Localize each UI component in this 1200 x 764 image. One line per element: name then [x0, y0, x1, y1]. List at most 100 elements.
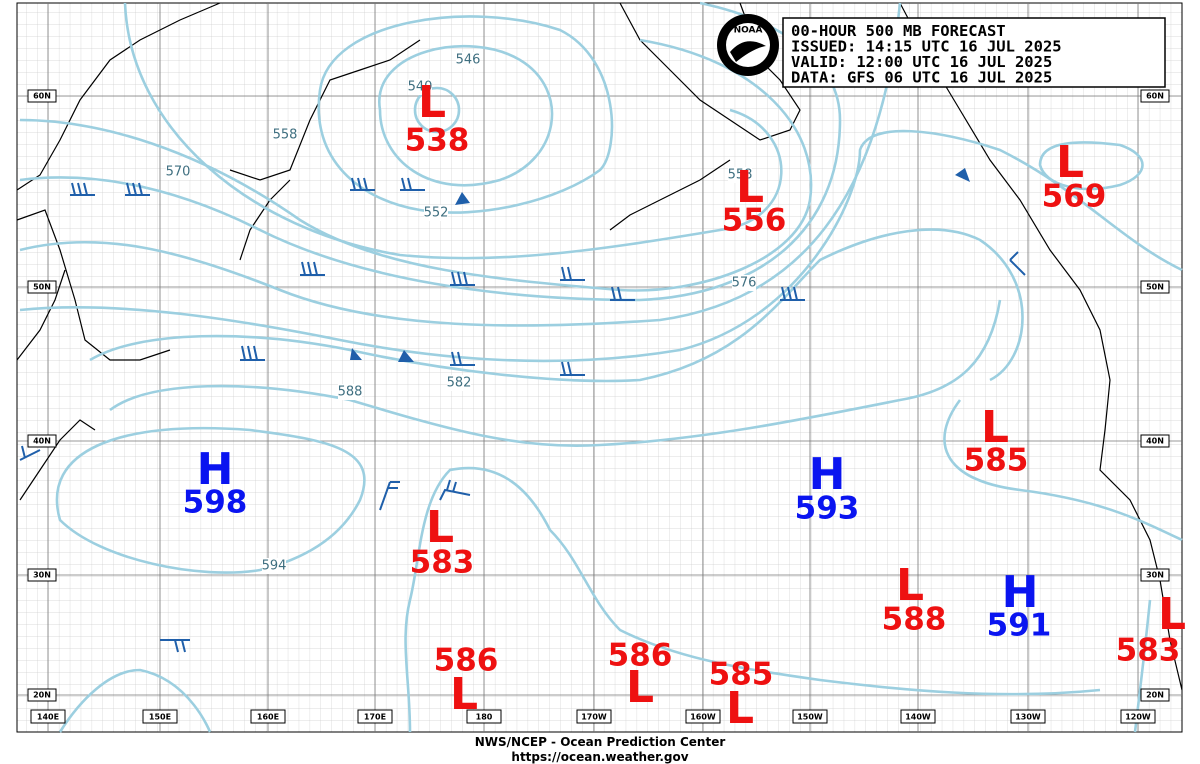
logo-text: NOAA	[734, 26, 763, 36]
contour-label: 540	[408, 80, 433, 95]
latitude-label: 60N	[1146, 92, 1164, 101]
label-box	[576, 709, 612, 724]
footer-line: NWS/NCEP - Ocean Prediction Center	[475, 735, 726, 749]
center-value: 593	[795, 491, 860, 527]
wind-barbs	[19, 177, 1026, 653]
coordinate-labels: 140E 150E 160E 170E 180 170W 160W 150W 140W 130W 1…	[27, 89, 1170, 724]
contour-label: 558	[273, 128, 298, 143]
label-bg	[166, 164, 190, 180]
center-value: 588	[882, 602, 947, 638]
label-box	[142, 709, 178, 724]
longitude-label: 140E	[37, 713, 59, 722]
latitude-label: 30N	[1146, 571, 1164, 580]
graticule	[17, 3, 1182, 732]
label-bg	[456, 52, 480, 68]
label-box	[250, 709, 286, 724]
contour-label: 552	[424, 206, 449, 221]
contour-label: 582	[447, 376, 472, 391]
label-box	[1140, 688, 1170, 702]
center-letter: H	[197, 444, 234, 495]
longitude-label: 150W	[797, 713, 823, 722]
center-letter: L	[736, 162, 764, 213]
contour-label: 588	[338, 385, 363, 400]
label-box	[30, 709, 66, 724]
label-box	[27, 280, 57, 294]
center-letter: L	[1056, 137, 1084, 188]
longitude-label: 160E	[257, 713, 279, 722]
label-box	[27, 434, 57, 448]
center-letter: L	[981, 402, 1009, 453]
center-value: 591	[987, 608, 1052, 644]
center-letter: H	[1002, 567, 1039, 618]
longitude-label: 120W	[1125, 713, 1151, 722]
label-box	[1010, 709, 1046, 724]
center-value: 586	[608, 638, 673, 674]
header-line: ISSUED: 14:15 UTC 16 JUL 2025	[791, 38, 1062, 56]
header-line: DATA: GFS 06 UTC 16 JUL 2025	[791, 69, 1052, 87]
center-value: 585	[964, 443, 1029, 479]
latitude-label: 20N	[1146, 691, 1164, 700]
label-box	[1140, 280, 1170, 294]
label-box	[27, 89, 57, 103]
center-value: 598	[183, 485, 248, 521]
map-frame	[16, 2, 1183, 733]
center-value: 583	[410, 545, 475, 581]
label-bg	[273, 127, 297, 143]
longitude-label: 150E	[149, 713, 171, 722]
latitude-label: 30N	[33, 571, 51, 580]
label-bg	[728, 167, 752, 183]
contour-label: 594	[262, 559, 287, 574]
label-bg	[338, 384, 362, 400]
label-box	[1140, 89, 1170, 103]
longitude-label: 170W	[581, 713, 607, 722]
center-value: 538	[405, 123, 470, 159]
latitude-label: 40N	[33, 437, 51, 446]
center-letter: H	[809, 449, 846, 500]
header-box	[782, 17, 1166, 88]
center-letter: L	[426, 502, 454, 553]
center-letter: L	[626, 662, 654, 713]
label-box	[1140, 434, 1170, 448]
contour-labels: 540 546 558 570 552 558 576 582 588 594	[166, 52, 757, 574]
contour-label: 576	[732, 276, 757, 291]
label-bg	[732, 275, 756, 291]
center-value: 569	[1042, 179, 1107, 215]
label-box	[900, 709, 936, 724]
longitude-label: 170E	[364, 713, 386, 722]
longitude-label: 160W	[690, 713, 716, 722]
label-box	[27, 568, 57, 582]
header-line: 00-HOUR 500 MB FORECAST	[791, 22, 1006, 40]
label-box	[27, 688, 57, 702]
center-letter: L	[896, 560, 924, 611]
center-value: 586	[434, 643, 499, 679]
label-bg	[408, 79, 432, 95]
footer-link: https://ocean.weather.gov	[511, 750, 688, 764]
label-box	[792, 709, 828, 724]
center-letter: L	[1158, 589, 1186, 640]
center-value: 585	[709, 657, 774, 693]
label-box	[1140, 568, 1170, 582]
contour-label: 546	[456, 53, 481, 68]
contour-label: 570	[166, 165, 191, 180]
latitude-label: 20N	[33, 691, 51, 700]
label-bg	[447, 375, 471, 391]
label-bg	[262, 558, 286, 574]
center-value: 556	[722, 203, 787, 239]
center-letter: L	[418, 77, 446, 128]
label-bg	[424, 205, 448, 221]
longitude-label: 180	[476, 713, 493, 722]
label-box	[1120, 709, 1156, 724]
label-box	[466, 709, 502, 724]
center-value: 583	[1116, 633, 1181, 669]
latitude-label: 60N	[33, 92, 51, 101]
longitude-label: 130W	[1015, 713, 1041, 722]
label-box	[685, 709, 721, 724]
contour-label: 558	[728, 168, 753, 183]
label-box	[357, 709, 393, 724]
center-letter: L	[726, 683, 754, 734]
latitude-label: 50N	[33, 283, 51, 292]
